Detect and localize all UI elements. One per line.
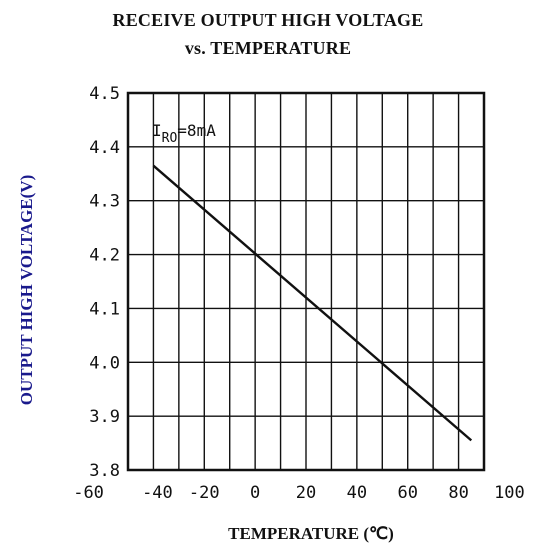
x-tick-label: 40 — [347, 483, 367, 503]
y-tick-label: 3.9 — [89, 407, 120, 427]
x-tick-label: 100 — [494, 483, 525, 503]
y-tick-label: 4.5 — [89, 84, 120, 104]
x-axis-label: TEMPERATURE (℃) — [228, 524, 394, 543]
chart-title-line2: vs. TEMPERATURE — [184, 38, 352, 58]
y-tick-label: 4.1 — [89, 299, 120, 319]
x-tick-label: -60 — [73, 483, 104, 503]
y-tick-label: 4.4 — [89, 138, 120, 158]
series-line — [152, 164, 473, 442]
annotation-iro: IRO=8mA — [152, 121, 216, 146]
annotation-sub: RO — [162, 131, 178, 146]
y-tick-label: 3.8 — [89, 461, 120, 481]
y-tick-label: 4.3 — [89, 192, 120, 212]
chart-title-line1: RECEIVE OUTPUT HIGH VOLTAGE — [112, 10, 424, 30]
x-tick-label: 0 — [250, 483, 260, 503]
data-series — [152, 164, 473, 442]
y-tick-labels: 4.5 4.4 4.3 4.2 4.1 4.0 3.9 3.8 — [89, 84, 120, 481]
y-tick-label: 4.0 — [89, 353, 120, 373]
x-tick-labels: -60 -40 -20 0 20 40 60 80 100 — [73, 483, 525, 503]
annotation-rest: =8mA — [177, 121, 216, 140]
x-tick-label: 60 — [397, 483, 417, 503]
x-tick-label: 80 — [448, 483, 468, 503]
y-axis-label: OUTPUT HIGH VOLTAGE(V) — [17, 175, 36, 405]
annotation-main: I — [152, 121, 162, 140]
x-tick-label: -20 — [189, 483, 220, 503]
x-tick-label: 20 — [296, 483, 316, 503]
x-tick-label: -40 — [142, 483, 173, 503]
grid — [128, 93, 484, 470]
plot-frame — [126, 91, 486, 472]
y-tick-label: 4.2 — [89, 246, 120, 266]
